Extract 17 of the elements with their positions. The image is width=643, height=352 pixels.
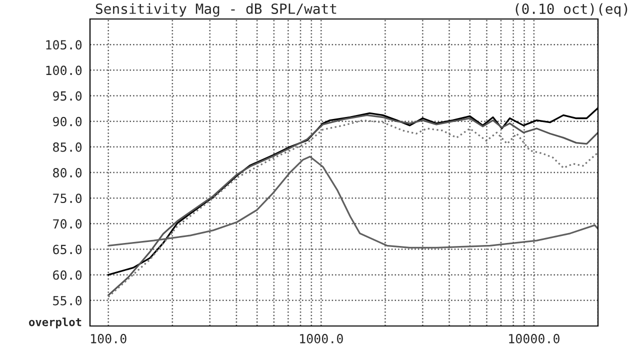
y-tick-label: 95.0 xyxy=(53,91,82,101)
x-tick-label: 1000.0 xyxy=(300,334,343,344)
text: overplot xyxy=(29,318,82,328)
x-tick-label: 100.0 xyxy=(91,334,126,344)
chart-subtitle: (0.10 oct)(eq) xyxy=(516,3,628,17)
y-tick-label: 105.0 xyxy=(46,40,82,50)
y-tick-label: 65.0 xyxy=(53,244,82,254)
x-tick-label: 10000.0 xyxy=(509,334,560,344)
y-tick-label: 60.0 xyxy=(53,270,82,280)
chart-title: Sensitivity Mag - dB SPL/watt xyxy=(96,3,336,17)
y-tick-label: 80.0 xyxy=(53,168,82,178)
y-tick-label: 55.0 xyxy=(53,296,82,306)
y-tick-label: 100.0 xyxy=(46,66,82,76)
y-tick-label: 90.0 xyxy=(53,116,82,126)
y-tick-label: 70.0 xyxy=(53,219,82,229)
y-tick-label: 85.0 xyxy=(53,142,82,152)
y-tick-label: 75.0 xyxy=(53,194,82,204)
